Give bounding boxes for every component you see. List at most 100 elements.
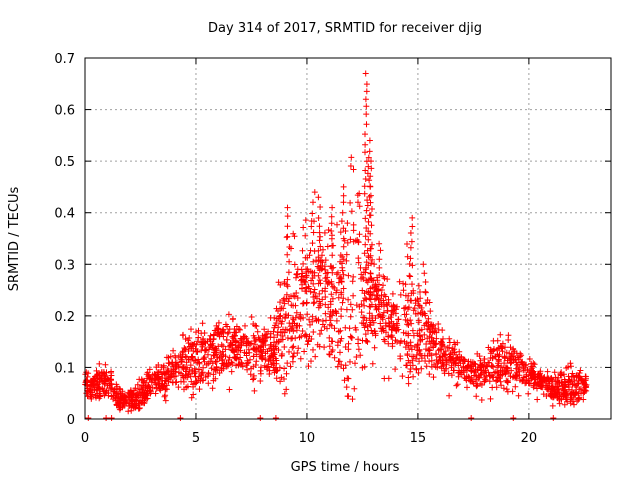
data-point [328,235,335,242]
data-point [397,291,404,298]
data-point [210,332,217,339]
data-point [281,329,288,336]
data-point [527,372,534,379]
data-point [200,377,207,384]
data-point [489,372,496,379]
data-point [328,291,335,298]
data-point [409,281,415,288]
data-point [343,306,350,313]
data-point [367,199,374,206]
data-point [194,359,201,366]
data-point [361,190,368,197]
data-point [557,371,564,378]
data-point [310,346,316,353]
data-point [373,286,380,293]
data-point [428,357,435,364]
data-point [306,333,313,340]
data-point [366,310,373,317]
data-point [271,343,277,350]
data-point [237,347,244,354]
data-point [165,360,172,366]
data-point [515,356,522,363]
data-point [413,355,419,362]
data-point [365,236,372,243]
data-point [347,301,354,308]
data-point [202,347,209,354]
data-point [182,346,189,353]
data-point [146,366,153,373]
data-point [404,306,411,312]
data-point [284,283,291,290]
data-point [338,289,345,296]
data-point [404,241,410,247]
data-point [516,372,523,379]
data-point [337,349,343,356]
data-point [570,396,577,403]
data-point [195,334,202,341]
data-point [416,303,423,309]
data-point [316,223,323,230]
data-point [199,320,206,327]
data-point [369,206,375,212]
data-point [326,321,333,328]
data-point [430,344,437,351]
data-point [290,292,297,299]
data-point [348,154,355,161]
data-point [405,380,412,387]
data-point [322,257,329,264]
data-point [457,356,464,363]
data-point [430,338,436,344]
data-point [404,351,411,357]
data-point [404,317,411,324]
data-point [549,402,556,409]
data-point [316,237,323,244]
y-tick-label: 0.5 [54,155,75,170]
data-point [390,302,397,309]
data-point [350,221,357,228]
data-point [355,199,361,206]
data-point [242,322,248,329]
data-point [153,384,160,391]
data-point [337,327,344,334]
data-point [453,351,459,358]
data-point [405,342,412,349]
data-point [407,273,414,280]
data-point [210,377,217,384]
data-point [314,341,321,348]
data-point [321,323,328,330]
data-point [218,341,225,348]
data-point [270,364,277,371]
data-point [291,233,298,240]
data-point [185,337,192,344]
data-point [378,325,384,332]
data-point [567,360,574,367]
data-point [399,373,406,380]
data-point [340,183,347,190]
data-point [195,356,202,363]
data-point [362,241,369,248]
data-point [113,381,120,388]
data-point [210,371,217,378]
data-point [382,293,389,300]
data-point [250,375,257,382]
data-point [365,218,372,225]
data-point [471,360,478,367]
data-point [240,333,247,340]
data-point [282,311,289,318]
data-point [322,266,329,273]
data-point [302,232,309,239]
data-point [113,395,119,402]
data-point [409,262,416,269]
data-point [552,383,559,390]
data-point [398,337,404,344]
data-point [475,375,482,381]
data-point [574,398,580,405]
data-point [191,365,198,372]
data-point [448,372,455,379]
data-point [293,271,300,278]
data-point [415,310,421,317]
data-point [135,392,141,399]
data-point [364,202,371,209]
data-point [571,391,578,398]
